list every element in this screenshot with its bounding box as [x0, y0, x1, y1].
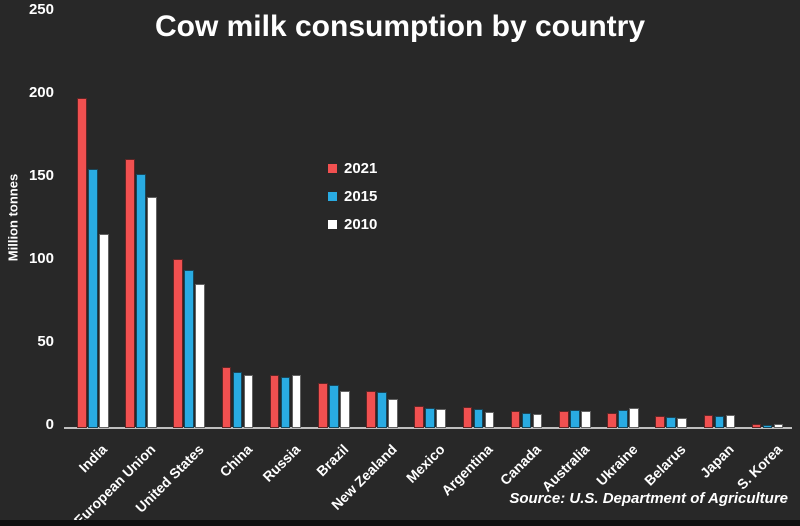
- bottom-strip: [0, 520, 800, 526]
- legend-label-2010: 2010: [344, 216, 378, 233]
- y-tick-150: 150: [28, 167, 54, 184]
- y-tick-200: 200: [28, 84, 54, 101]
- bar-belarus-2010: [677, 417, 687, 428]
- x-label-russia: Russia: [259, 441, 304, 485]
- y-tick-0: 0: [45, 416, 54, 433]
- bar-ukraine-2015: [618, 410, 628, 428]
- bar-argentina-2010: [484, 412, 495, 428]
- bar-mexico-2015: [425, 408, 435, 428]
- bar-argentina-2015: [473, 408, 484, 428]
- bar-india-2010: [99, 233, 109, 428]
- bar-belarus-2021: [655, 415, 665, 428]
- bar-russia-2015: [280, 377, 291, 428]
- chart-title: Cow milk consumption by country: [154, 10, 646, 43]
- legend: 2021 2015 2010: [328, 160, 377, 244]
- x-label-brazil: Brazil: [313, 441, 352, 480]
- bar-european-union-2021: [125, 159, 135, 428]
- bar-india-2015: [88, 169, 98, 428]
- y-tick-250: 250: [28, 1, 54, 18]
- x-label-canada: Canada: [497, 441, 545, 489]
- bar-india-2021: [77, 97, 87, 428]
- source-note: Source: U.S. Department of Agriculture: [509, 490, 788, 507]
- x-label-argentina: Argentina: [438, 441, 496, 499]
- bar-european-union-2015: [136, 174, 146, 428]
- bar-australia-2015: [570, 409, 580, 428]
- y-tick-100: 100: [28, 250, 54, 267]
- bar-canada-2015: [521, 413, 532, 428]
- bar-argentina-2021: [462, 407, 473, 428]
- bar-s-korea-2021: [751, 423, 762, 428]
- bar-china-2021: [221, 366, 232, 428]
- legend-swatch-2021: [328, 164, 337, 173]
- bar-russia-2021: [269, 374, 280, 428]
- legend-label-2021: 2021: [344, 160, 378, 177]
- bar-new-zealand-2021: [366, 391, 376, 428]
- bar-belarus-2015: [666, 416, 676, 428]
- bar-european-union-2010: [147, 197, 157, 428]
- legend-item-2010: 2010: [328, 216, 377, 233]
- bar-canada-2021: [510, 411, 521, 428]
- legend-swatch-2010: [328, 220, 337, 229]
- bar-united-states-2010: [195, 283, 205, 428]
- bar-united-states-2015: [184, 270, 194, 428]
- x-label-australia: Australia: [538, 441, 593, 495]
- bar-mexico-2010: [436, 409, 446, 428]
- bar-brazil-2010: [340, 391, 350, 428]
- bar-china-2015: [232, 371, 243, 428]
- bar-australia-2021: [559, 410, 569, 428]
- bar-ukraine-2021: [607, 413, 617, 428]
- y-tick-50: 50: [37, 333, 54, 350]
- legend-swatch-2015: [328, 192, 337, 201]
- x-label-s-korea: S. Korea: [733, 441, 786, 493]
- bar-australia-2010: [581, 411, 591, 428]
- bar-canada-2010: [532, 413, 543, 428]
- legend-label-2015: 2015: [344, 188, 378, 205]
- x-label-japan: Japan: [696, 441, 737, 481]
- x-label-india: India: [75, 441, 111, 476]
- bar-s-korea-2015: [762, 424, 773, 428]
- bar-russia-2010: [291, 374, 302, 428]
- bar-s-korea-2010: [773, 423, 784, 428]
- x-label-china: China: [216, 441, 255, 480]
- bar-mexico-2021: [414, 405, 424, 428]
- bar-brazil-2021: [318, 383, 328, 428]
- bar-china-2010: [243, 374, 254, 428]
- x-axis-line: [64, 427, 792, 429]
- x-label-ukraine: Ukraine: [592, 441, 641, 489]
- bar-japan-2010: [725, 414, 736, 428]
- bar-japan-2021: [703, 414, 714, 428]
- legend-item-2015: 2015: [328, 188, 377, 205]
- bar-new-zealand-2015: [377, 392, 387, 428]
- legend-item-2021: 2021: [328, 160, 377, 177]
- bar-brazil-2015: [329, 384, 339, 428]
- x-label-belarus: Belarus: [641, 441, 689, 489]
- bar-ukraine-2010: [629, 408, 639, 428]
- x-label-mexico: Mexico: [402, 441, 448, 486]
- bar-united-states-2021: [173, 258, 183, 428]
- bar-japan-2015: [714, 415, 725, 428]
- bar-new-zealand-2010: [388, 398, 398, 428]
